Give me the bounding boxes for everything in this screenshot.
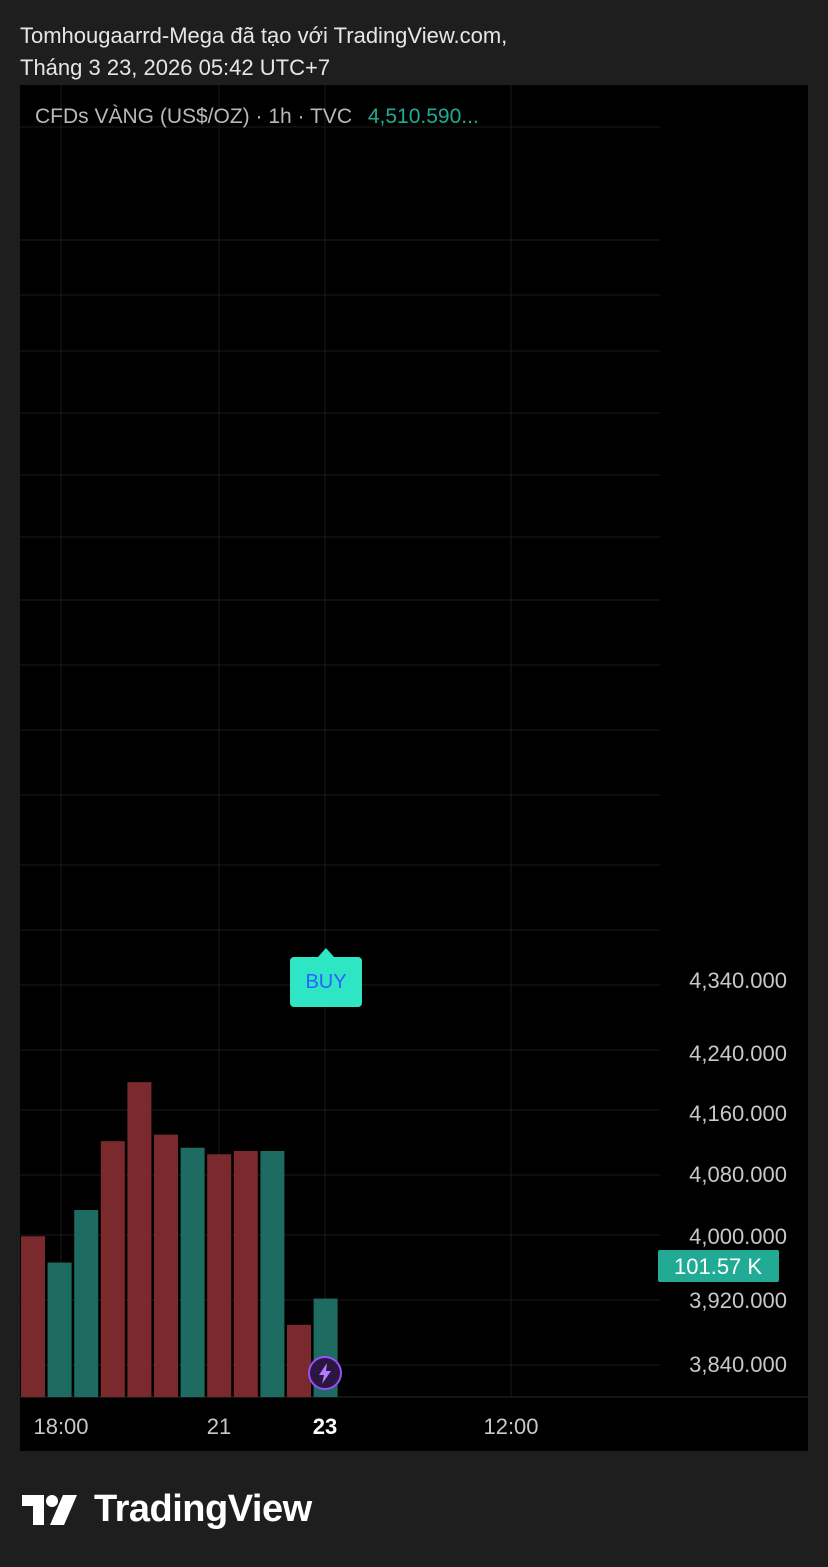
y-tick-label: 4,000.000 [689,1224,787,1249]
chart-svg[interactable]: 5,700.0005,500.0005,400.0005,300.0005,10… [20,85,808,1451]
chart-area[interactable]: 5,700.0005,500.0005,400.0005,300.0005,10… [20,85,808,1451]
x-tick-label: 18:00 [33,1414,88,1439]
attribution-line: Tomhougaarrd-Mega đã tạo với TradingView… [20,23,508,48]
lightning-glyph [319,1363,331,1384]
volume-bar [207,1154,232,1397]
brand-footer: TradingView [22,1488,312,1531]
y-tick-label: 4,160.000 [689,1101,787,1126]
y-tick-label: 3,840.000 [689,1352,787,1377]
symbol-info[interactable]: CFDs VÀNG (US$/OZ) · 1h · TVC 4,510.590.… [35,105,479,129]
x-tick-label: 23 [313,1414,337,1439]
chart-attribution: Tomhougaarrd-Mega đã tạo với TradingView… [20,20,507,84]
volume-bar [260,1151,285,1397]
volume-bar [74,1210,99,1397]
volume-bar [47,1262,72,1397]
volume-bar [233,1151,258,1397]
volume-tag [658,1250,779,1282]
brand-name: TradingView [94,1488,312,1530]
y-tick-label: 4,240.000 [689,1041,787,1066]
x-tick-label: 12:00 [483,1414,538,1439]
buy-label: BUY [305,970,347,993]
y-tick-label: 4,340.000 [689,968,787,993]
y-tick-label: 3,920.000 [689,1288,787,1313]
volume-bar [127,1082,152,1397]
lightning-icon[interactable] [308,1356,342,1390]
symbol-price: 4,510.590... [367,105,479,128]
buy-marker[interactable]: BUY [290,948,362,1007]
symbol-name: CFDs VÀNG (US$/OZ) · 1h · TVC [35,105,352,128]
volume-bar [287,1324,311,1397]
tradingview-logo-icon [22,1494,77,1525]
volume-bar [154,1134,178,1397]
volume-tag-label: 101.57 K [674,1254,762,1279]
volume-bar [180,1147,205,1397]
x-tick-label: 21 [207,1414,231,1439]
timestamp-line: Tháng 3 23, 2026 05:42 UTC+7 [20,55,331,80]
volume-bar [21,1236,45,1397]
volume-bar [100,1141,125,1397]
y-tick-label: 4,080.000 [689,1162,787,1187]
